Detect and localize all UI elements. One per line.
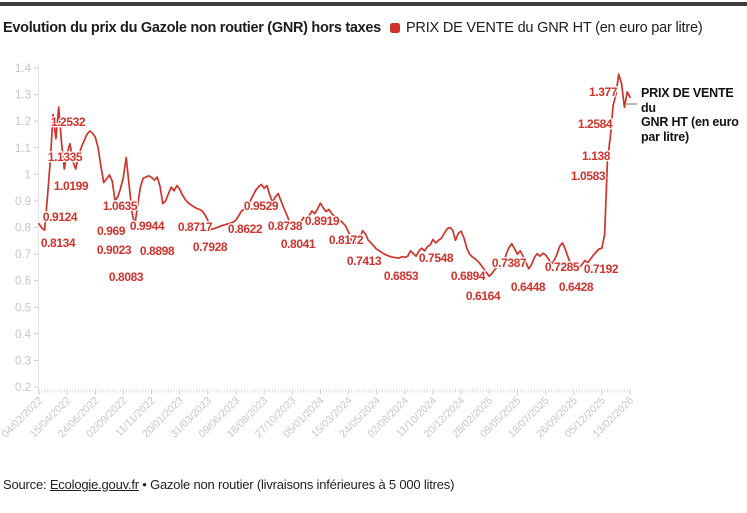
series-annotation: PRIX DE VENTE du GNR HT (en euro par lit… — [641, 86, 739, 144]
chart-title: Evolution du prix du Gazole non routier … — [3, 20, 381, 36]
y-tick-label: 0.2 — [15, 382, 31, 394]
y-tick-label: 1.1 — [15, 143, 31, 155]
data-point-label: 0.8622 — [228, 222, 263, 236]
data-point-label: 0.7192 — [584, 262, 619, 276]
data-point-label: 0.7387 — [492, 256, 527, 270]
data-point-label: 0.8172 — [329, 233, 364, 247]
data-point-label: 0.8041 — [281, 237, 316, 251]
y-tick-label: 0.5 — [15, 302, 31, 314]
data-point-label: 1.2584 — [578, 117, 613, 131]
data-point-label: 0.7548 — [419, 251, 454, 265]
y-tick-label: 0.9 — [15, 196, 31, 208]
source-suffix: • Gazole non routier (livraisons inférie… — [138, 477, 455, 492]
x-axis: 04/02/202215/04/202224/06/202202/09/2022… — [0, 389, 636, 440]
y-tick-label: 0.3 — [15, 355, 31, 367]
data-point-label: 1.377 — [589, 85, 618, 99]
data-point-label: 0.6894 — [451, 269, 486, 283]
data-point-label: 0.9529 — [244, 199, 279, 213]
y-tick-label: 1.3 — [15, 90, 31, 102]
data-point-label: 0.9124 — [43, 210, 78, 224]
data-point-label: 0.7413 — [347, 254, 382, 268]
chart-header: Evolution du prix du Gazole non routier … — [3, 20, 747, 36]
y-tick-label: 0.4 — [15, 329, 32, 341]
data-point-label: 0.8134 — [41, 236, 76, 250]
y-axis: 0.2 0.3 0.4 0.5 0.6 0.7 0.8 0.9 1 1.1 1.2 1.3 1.4 — [15, 63, 39, 394]
data-point-label: 0.6448 — [511, 280, 546, 294]
data-point-label: 0.8919 — [305, 214, 340, 228]
source-link[interactable]: Ecologie.gouv.fr — [49, 477, 139, 492]
legend-label: PRIX DE VENTE du GNR HT (en euro par lit… — [405, 20, 703, 36]
y-tick-label: 1.2 — [15, 116, 31, 128]
y-tick-label: 0.6 — [15, 276, 31, 288]
data-point-label: 0.8083 — [109, 270, 144, 284]
point-labels: 0.8134 0.9124 1.1335 1.2532 1.0199 0.969 0.902… — [40, 84, 621, 305]
y-tick-label: 1.4 — [15, 63, 32, 75]
data-point-label: 1.1335 — [48, 150, 83, 164]
data-point-label: 0.9944 — [130, 219, 165, 233]
data-point-label: 0.7285 — [545, 260, 580, 274]
data-point-label: 0.9023 — [97, 243, 132, 257]
data-point-label: 0.6164 — [466, 289, 501, 303]
data-point-label: 0.969 — [97, 224, 126, 238]
data-point-label: 0.8738 — [268, 219, 303, 233]
data-point-label: 0.7928 — [193, 240, 228, 254]
y-tick-label: 1 — [25, 169, 31, 181]
y-tick-label: 0.8 — [15, 223, 31, 235]
data-point-label: 1.0199 — [54, 179, 89, 193]
data-point-label: 1.138 — [582, 149, 611, 163]
data-point-label: 1.0635 — [103, 199, 138, 213]
data-point-label: 0.8717 — [178, 220, 213, 234]
data-point-label: 1.2532 — [51, 115, 86, 129]
data-point-label: 0.6428 — [559, 280, 594, 294]
legend-swatch — [389, 23, 400, 33]
data-point-label: 0.6853 — [384, 269, 419, 283]
source-line: Source: Ecologie.gouv.fr • Gazole non ro… — [3, 477, 454, 492]
source-prefix: Source: — [3, 477, 50, 492]
top-divider — [0, 2, 747, 6]
data-point-label: 1.0583 — [571, 169, 606, 183]
y-tick-label: 0.7 — [15, 249, 31, 261]
series-polyline — [38, 73, 631, 278]
data-point-label: 0.8898 — [140, 244, 175, 258]
